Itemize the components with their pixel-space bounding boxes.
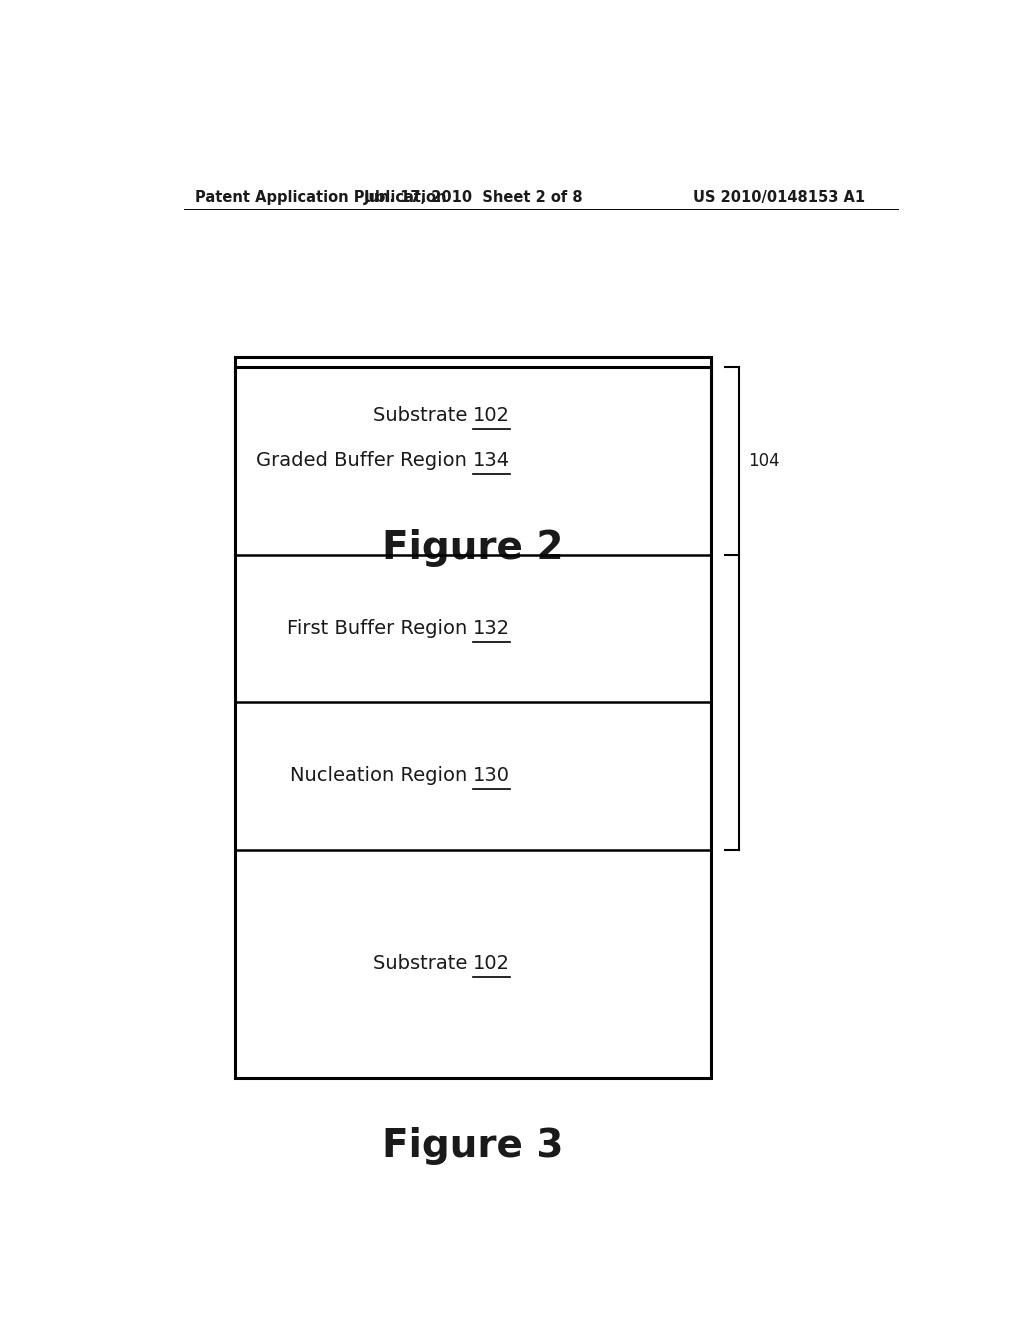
Text: Substrate: Substrate <box>373 954 473 973</box>
Text: 102: 102 <box>473 405 510 425</box>
Bar <box>236 356 712 474</box>
Text: Substrate: Substrate <box>373 405 473 425</box>
Text: 102: 102 <box>473 954 510 973</box>
Text: 104: 104 <box>749 451 780 470</box>
Text: 134: 134 <box>473 451 510 470</box>
Bar <box>236 367 712 1078</box>
Text: 132: 132 <box>473 619 510 638</box>
Text: Jun. 17, 2010  Sheet 2 of 8: Jun. 17, 2010 Sheet 2 of 8 <box>364 190 583 205</box>
Text: Nucleation Region: Nucleation Region <box>290 767 473 785</box>
Text: Figure 3: Figure 3 <box>383 1127 564 1166</box>
Text: Graded Buffer Region: Graded Buffer Region <box>256 451 473 470</box>
Text: First Buffer Region: First Buffer Region <box>287 619 473 638</box>
Text: US 2010/0148153 A1: US 2010/0148153 A1 <box>692 190 865 205</box>
Text: Figure 2: Figure 2 <box>383 529 564 568</box>
Text: Patent Application Publication: Patent Application Publication <box>196 190 446 205</box>
Text: 130: 130 <box>473 767 510 785</box>
